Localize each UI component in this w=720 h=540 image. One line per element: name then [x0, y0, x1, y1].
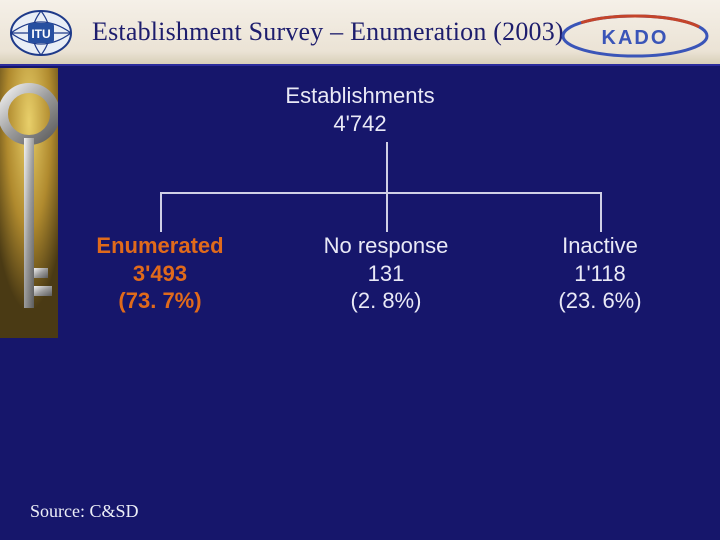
leaf-line1: No response [286, 232, 486, 260]
connector-child-vertical [160, 192, 162, 232]
key-image-icon [0, 68, 58, 338]
leaf-line2: 1'118 [500, 260, 700, 288]
slide-title: Establishment Survey – Enumeration (2003… [92, 17, 564, 47]
root-line1: Establishments [285, 83, 434, 108]
kado-logo-text: KADO [602, 27, 669, 49]
itu-logo-icon: ITU [6, 6, 76, 60]
leaf-line1: Enumerated [60, 232, 260, 260]
leaf-line2: 131 [286, 260, 486, 288]
tree-leaf-enumerated: Enumerated3'493(73. 7%) [60, 232, 260, 315]
leaf-line3: (23. 6%) [500, 287, 700, 315]
breakdown-tree: Establishments 4'742 Enumerated3'493(73.… [0, 82, 720, 137]
itu-logo-text: ITU [31, 27, 50, 41]
leaf-line3: (2. 8%) [286, 287, 486, 315]
connector-root-vertical [386, 142, 388, 192]
connector-horizontal [160, 192, 602, 194]
tree-root: Establishments 4'742 [0, 82, 720, 137]
connector-child-vertical [386, 192, 388, 232]
tree-leaf-no_response: No response131(2. 8%) [286, 232, 486, 315]
source-label: Source: C&SD [30, 501, 139, 522]
connector-child-vertical [600, 192, 602, 232]
leaf-line1: Inactive [500, 232, 700, 260]
leaf-line2: 3'493 [60, 260, 260, 288]
tree-leaf-inactive: Inactive1'118(23. 6%) [500, 232, 700, 315]
root-line2: 4'742 [333, 111, 386, 136]
leaf-line3: (73. 7%) [60, 287, 260, 315]
kado-logo-icon: KADO [560, 14, 710, 58]
